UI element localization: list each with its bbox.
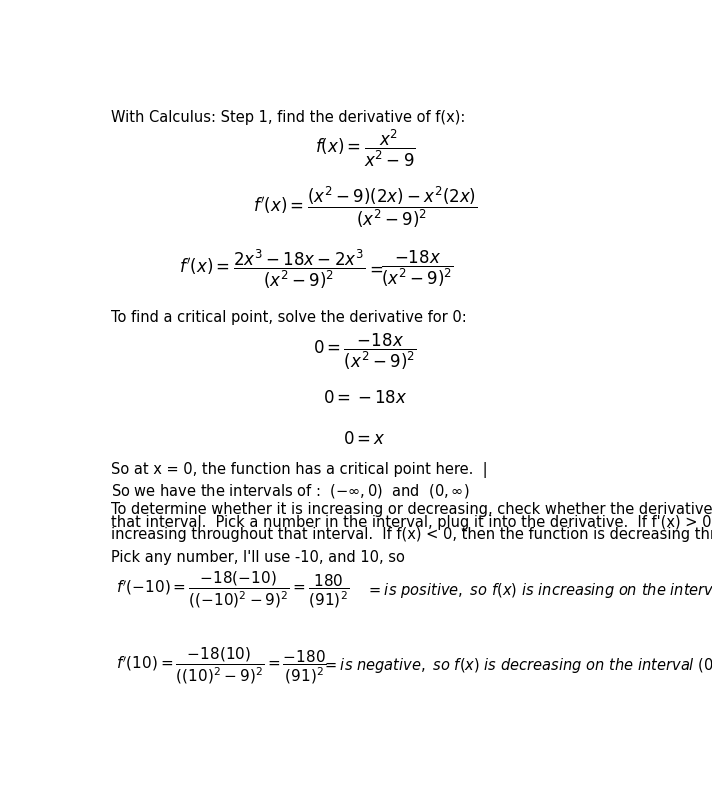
Text: $f'(x) = \dfrac{(x^2 - 9)(2x) - x^2(2x)}{(x^2 - 9)^2}$: $f'(x) = \dfrac{(x^2 - 9)(2x) - x^2(2x)}… xyxy=(253,184,477,230)
Text: So we have the intervals of :  $(-\infty, 0)$  and  $(0, \infty)$: So we have the intervals of : $(-\infty,… xyxy=(110,482,469,500)
Text: $=$: $=$ xyxy=(366,260,383,278)
Text: $f(x) = \dfrac{x^2}{x^2 - 9}$: $f(x) = \dfrac{x^2}{x^2 - 9}$ xyxy=(315,128,415,169)
Text: To determine whether it is increasing or decreasing, check whether the derivativ: To determine whether it is increasing or… xyxy=(110,502,712,517)
Text: $0 = -18x$: $0 = -18x$ xyxy=(323,389,407,407)
Text: So at x = 0, the function has a critical point here.  |: So at x = 0, the function has a critical… xyxy=(110,462,487,478)
Text: $0 = \dfrac{-18x}{(x^2 - 9)^2}$: $0 = \dfrac{-18x}{(x^2 - 9)^2}$ xyxy=(313,331,417,372)
Text: $f'(10) = \dfrac{-18(10)}{((10)^2 - 9)^2} = \dfrac{-180}{(91)^2}$: $f'(10) = \dfrac{-18(10)}{((10)^2 - 9)^2… xyxy=(116,646,327,685)
Text: $\dfrac{-18x}{(x^2 - 9)^2}$: $\dfrac{-18x}{(x^2 - 9)^2}$ xyxy=(382,249,454,289)
Text: $f'(x) = \dfrac{2x^3 - 18x - 2x^3}{(x^2 - 9)^2}$: $f'(x) = \dfrac{2x^3 - 18x - 2x^3}{(x^2 … xyxy=(179,247,365,290)
Text: increasing throughout that interval.  If f(x) < 0, then the function is decreasi: increasing throughout that interval. If … xyxy=(110,527,712,542)
Text: To find a critical point, solve the derivative for 0:: To find a critical point, solve the deri… xyxy=(110,310,466,325)
Text: With Calculus: Step 1, find the derivative of f(x):: With Calculus: Step 1, find the derivati… xyxy=(110,109,465,124)
Text: Pick any number, I'll use -10, and 10, so: Pick any number, I'll use -10, and 10, s… xyxy=(110,550,404,565)
Text: $= \mathit{is\ positive,\ so\ f(x)\ is\ increasing\ on\ the\ interval\ }(-\infty: $= \mathit{is\ positive,\ so\ f(x)\ is\ … xyxy=(367,581,712,599)
Text: $= \mathit{is\ negative,\ so\ f(x)\ is\ decreasing\ on\ the\ interval\ }(0, \inf: $= \mathit{is\ negative,\ so\ f(x)\ is\ … xyxy=(322,656,712,675)
Text: that interval.  Pick a number in the interval, plug it into the derivative.  If : that interval. Pick a number in the inte… xyxy=(110,515,712,530)
Text: $0 = x$: $0 = x$ xyxy=(343,430,387,448)
Text: $f'(-10) = \dfrac{-18(-10)}{((-10)^2 - 9)^2} = \dfrac{180}{(91)^2}$: $f'(-10) = \dfrac{-18(-10)}{((-10)^2 - 9… xyxy=(116,570,350,610)
